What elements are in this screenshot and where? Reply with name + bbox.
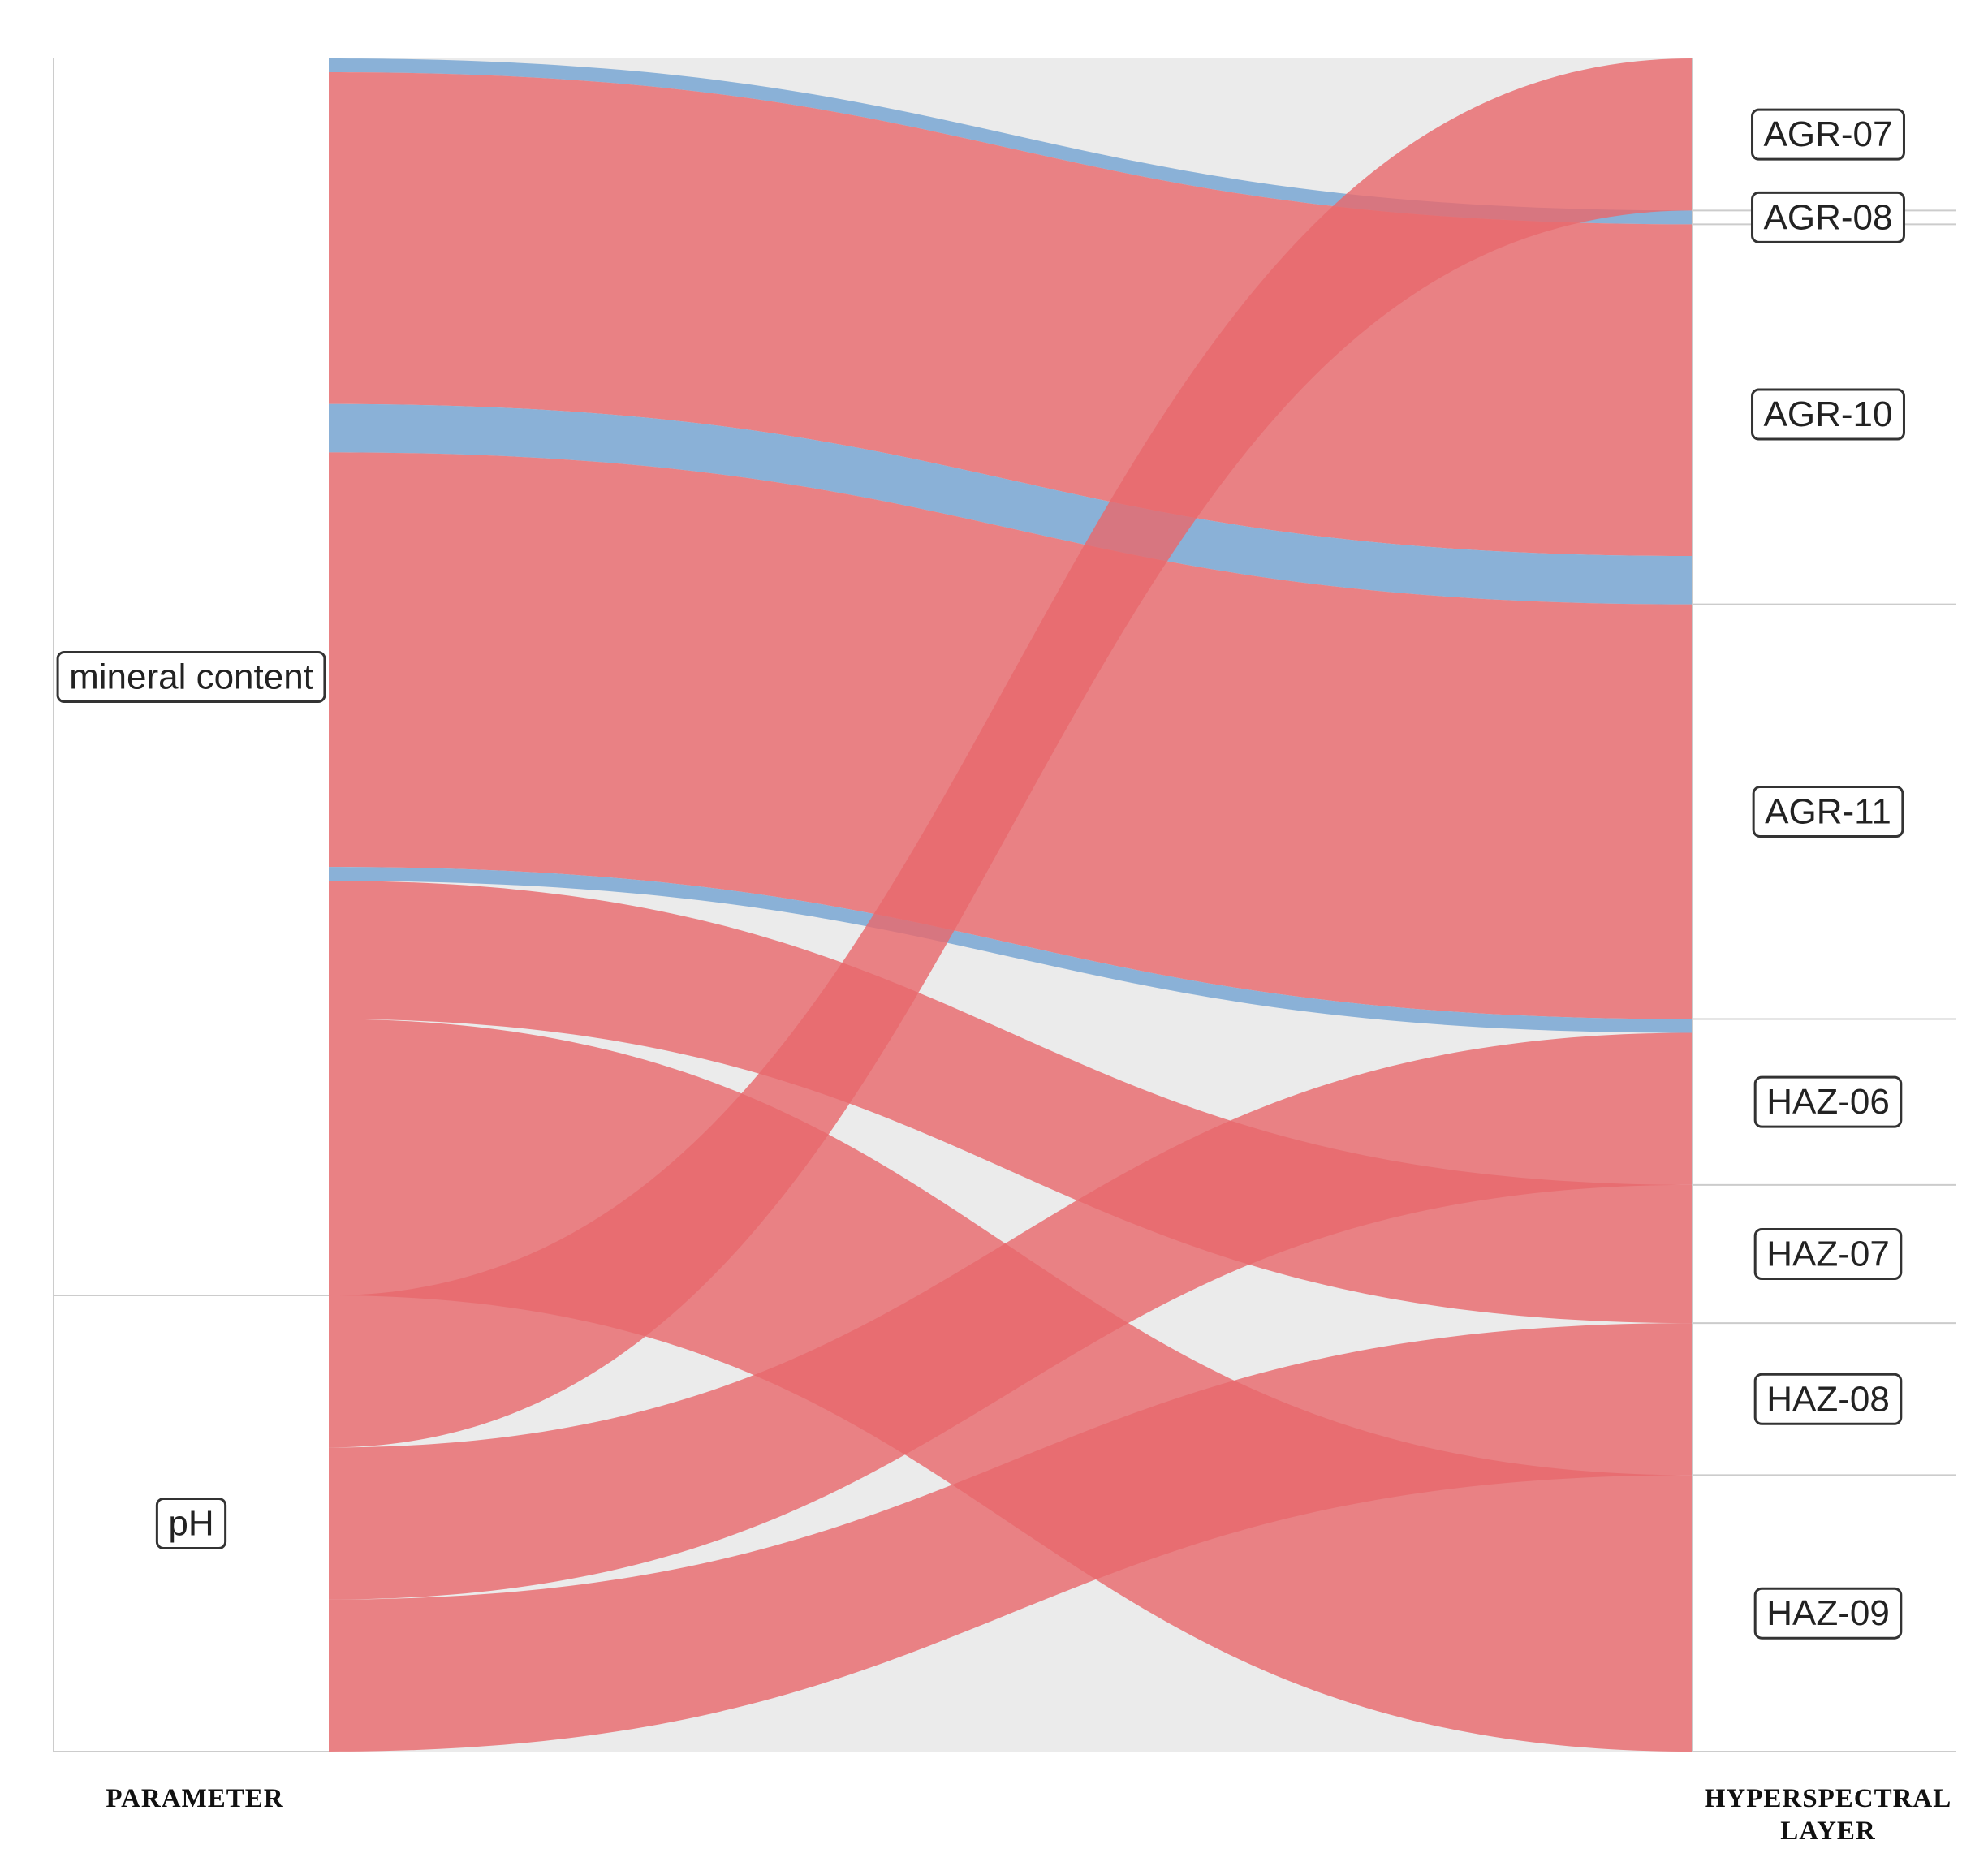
separator-lines (53, 58, 1956, 1752)
right-node-label: AGR-07 (1751, 108, 1905, 161)
axis-title-parameter: PARAMETER (106, 1784, 283, 1813)
right-node-label: HAZ-07 (1753, 1227, 1903, 1280)
left-node-label: mineral content (56, 651, 326, 704)
right-node-label-box (1753, 1587, 1903, 1640)
right-node-label: AGR-10 (1751, 388, 1905, 441)
right-node-label-box (1752, 786, 1904, 838)
flow-pH-to-haz-08 (329, 1323, 1693, 1752)
right-node-label: AGR-11 (1752, 786, 1904, 838)
right-node-label: HAZ-08 (1753, 1373, 1903, 1425)
right-node-label: HAZ-06 (1753, 1075, 1903, 1128)
left-node-label: pH (155, 1498, 227, 1550)
right-node-label-box (1753, 1075, 1903, 1128)
axis-labels-group: PARAMETER HYPERSPECTRAL LAYER (106, 1784, 1951, 1846)
right-node-label: AGR-08 (1751, 191, 1905, 243)
right-node-label-box (1751, 108, 1905, 161)
right-node-label-text: HAZ-06 (1766, 1082, 1890, 1122)
left-node-label-text: pH (168, 1504, 213, 1544)
right-node-label-text: AGR-08 (1764, 197, 1893, 237)
right-node-label-text: HAZ-09 (1766, 1593, 1890, 1633)
axis-title-hyperspectral-layer: HYPERSPECTRAL (1705, 1784, 1952, 1813)
right-node-label-text: AGR-11 (1765, 792, 1891, 832)
right-node-label-text: AGR-07 (1764, 114, 1893, 154)
flow-mineral-content-to-agr-10 (329, 403, 1693, 605)
right-node-label-box (1751, 388, 1905, 441)
right-node-label-text: HAZ-08 (1766, 1379, 1890, 1419)
left-node-label-box (56, 651, 326, 704)
right-node-label-text: HAZ-07 (1766, 1234, 1890, 1273)
left-node-label-box (155, 1498, 227, 1550)
right-node-label: HAZ-09 (1753, 1587, 1903, 1640)
right-node-label-box (1753, 1227, 1903, 1280)
left-node-label-text: mineral content (69, 657, 313, 697)
node-labels-group: mineral content pH AGR-07 AGR-08 AGR-10 AGR-1… (56, 108, 1905, 1640)
flow-pH-to-agr-07 (329, 58, 1693, 1448)
axis-title-hyperspectral-layer: LAYER (1780, 1816, 1876, 1846)
flow-mineral-content-to-agr-10 (329, 72, 1693, 557)
flows-group (329, 58, 1693, 1752)
right-node-label-text: AGR-10 (1764, 394, 1893, 434)
flow-mineral-content-to-agr-08 (329, 58, 1693, 225)
flow-pH-to-haz-06 (329, 1032, 1693, 1600)
flow-mineral-content-to-haz-06 (329, 867, 1693, 1033)
right-node-label-box (1753, 1373, 1903, 1425)
right-node-label-box (1751, 191, 1905, 243)
